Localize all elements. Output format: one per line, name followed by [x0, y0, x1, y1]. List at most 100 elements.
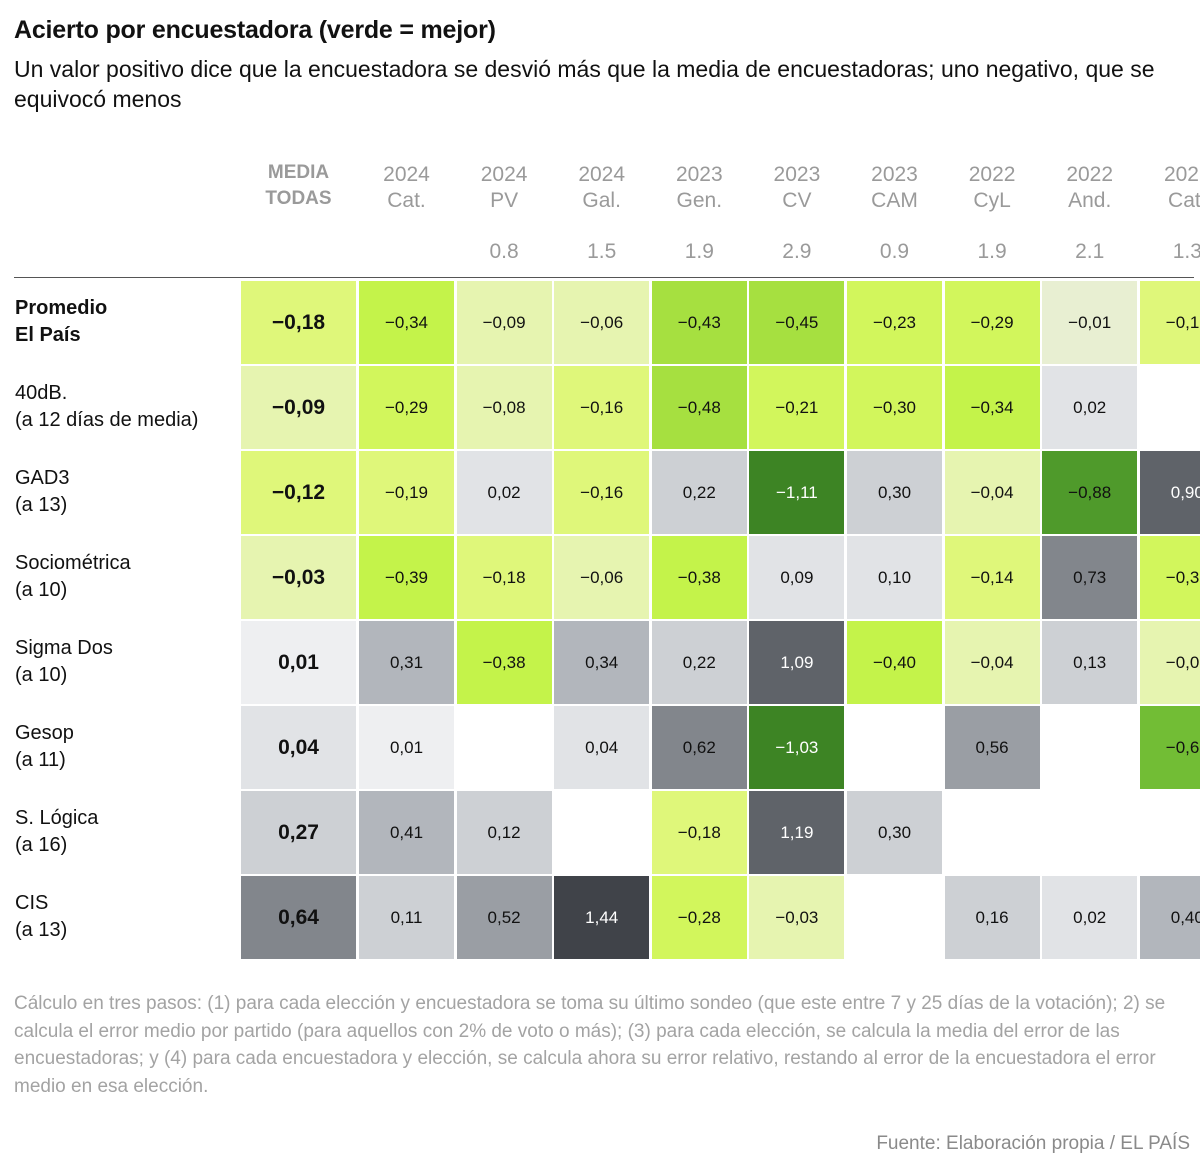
heatmap-cell: 0,30	[847, 791, 942, 874]
heatmap-cell: −0,40	[847, 621, 942, 704]
row-label-line: Sociométrica	[15, 552, 131, 574]
row-label: CIS (a 13)	[15, 890, 67, 944]
heatmap-cell: 0,52	[456, 876, 552, 959]
column-reference-error: 0.9	[879, 240, 910, 263]
column-header: 2022 CyL	[945, 162, 1040, 214]
media-cell: −0,12	[241, 451, 356, 534]
heatmap-cell: −0,38	[651, 536, 747, 619]
heatmap-cell: −0,28	[651, 876, 747, 959]
column-reference-error: 1.5	[587, 240, 617, 263]
column-header: 2023 CAM	[847, 162, 942, 214]
methodology-note: Cálculo en tres pasos: (1) para cada ele…	[14, 993, 1166, 1097]
media-header-line: MEDIA	[267, 162, 330, 183]
media-cell: 0,04	[241, 706, 356, 789]
row-label-line: (a 12 días de media)	[15, 409, 199, 431]
header-divider	[14, 277, 1194, 278]
row-label: S. Lógica (a 16)	[15, 805, 98, 859]
heatmap-cell: −0,45	[749, 281, 845, 364]
column-region: Cat.	[387, 189, 426, 212]
heatmap-cell: −0,18	[651, 791, 747, 874]
row-label-line: (a 16)	[15, 834, 68, 856]
column-region: CyL	[973, 189, 1011, 212]
column-year: 2022	[1163, 163, 1200, 186]
heatmap-cell: 0,01	[359, 706, 454, 789]
column-region: CV	[782, 189, 812, 212]
column-reference-error: 0.8	[489, 240, 519, 263]
row-label-line: Sigma Dos	[15, 637, 113, 659]
heatmap-cell: −0,30	[847, 366, 942, 449]
row-label-line: (a 10)	[15, 579, 68, 601]
heatmap-cell: −0,29	[944, 281, 1040, 364]
heatmap-cell: −0,04	[944, 451, 1040, 534]
heatmap-cell: 0,34	[554, 621, 650, 704]
heatmap-cell: −0,14	[944, 536, 1040, 619]
column-header: 2023 Gen.	[652, 162, 747, 214]
column-reference-error: 2.9	[782, 240, 812, 263]
column-region: Gal.	[582, 189, 621, 212]
heatmap-cell: −0,08	[456, 366, 552, 449]
row-label: GAD3 (a 13)	[15, 465, 69, 519]
heatmap-cell: 0,73	[1042, 536, 1138, 619]
heatmap-cell: −0,06	[1139, 621, 1200, 704]
heatmap-cell: −0,39	[359, 536, 454, 619]
column-year: 2023	[675, 163, 723, 186]
heatmap-cell: −0,03	[749, 876, 845, 959]
heatmap-cell: −0,04	[944, 621, 1040, 704]
column-reference-error: 1.9	[977, 240, 1007, 263]
heatmap-cell: −0,48	[651, 366, 747, 449]
heatmap-cell: 1,44	[554, 876, 650, 959]
column-region: Gen.	[676, 189, 723, 212]
heatmap-cell: 0,13	[1042, 621, 1138, 704]
column-header: 2024 Gal.	[554, 162, 649, 214]
heatmap-cell: 0,02	[456, 451, 552, 534]
source-credit: Fuente: Elaboración propia / EL PAÍS	[876, 1133, 1190, 1154]
row-label: 40dB. (a 12 días de media)	[15, 380, 198, 434]
column-year: 2023	[773, 163, 821, 186]
heatmap-cell: −0,01	[1042, 281, 1138, 364]
heatmap-cell: 0,11	[359, 876, 454, 959]
heatmap-cell: 0,56	[944, 706, 1040, 789]
heatmap-cell: 0,02	[1042, 366, 1138, 449]
column-header: 2024 Cat.	[359, 162, 454, 214]
row-label: Sigma Dos (a 10)	[15, 635, 113, 689]
column-region: And.	[1068, 189, 1112, 212]
media-cell: 0,64	[241, 876, 356, 959]
column-header: 2022 Cat.	[1140, 162, 1200, 214]
row-label-line: CIS	[15, 892, 49, 914]
row-label-line: Gesop	[15, 722, 74, 744]
heatmap-cell: 0,40	[1139, 876, 1200, 959]
column-region: Cat.	[1168, 189, 1200, 212]
heatmap-cell: −0,21	[749, 366, 845, 449]
heatmap-cell: −0,38	[456, 621, 552, 704]
heatmap-cell: 0,12	[456, 791, 552, 874]
heatmap-cell: −0,19	[359, 451, 454, 534]
heatmap-cell: 0,41	[359, 791, 454, 874]
heatmap-cell: −0,12	[1139, 281, 1200, 364]
heatmap-cell: 0,30	[847, 451, 942, 534]
heatmap-cell: −1,03	[749, 706, 845, 789]
column-year: 2024	[578, 163, 626, 186]
media-header: MEDIA TODAS	[241, 160, 356, 212]
column-header: 2022 And.	[1042, 162, 1137, 214]
heatmap-cell: −0,16	[554, 366, 650, 449]
column-year: 2024	[480, 163, 528, 186]
media-cell: −0,18	[241, 281, 356, 364]
heatmap-cell: 0,22	[651, 451, 747, 534]
heatmap-cell: 0,22	[651, 621, 747, 704]
column-year: 2024	[383, 163, 430, 186]
column-region: CAM	[871, 189, 918, 212]
row-label-line: GAD3	[15, 467, 70, 489]
heatmap-cell: −0,23	[847, 281, 942, 364]
heatmap-cell: −0,09	[456, 281, 552, 364]
heatmap-cell: 1,09	[749, 621, 845, 704]
row-label-line: 40dB.	[15, 382, 68, 404]
heatmap-cell: −0,29	[359, 366, 454, 449]
column-year: 2023	[871, 163, 918, 186]
media-cell: −0,03	[241, 536, 356, 619]
column-reference-error: 2.1	[1075, 240, 1105, 263]
column-header: 2024 PV	[457, 162, 552, 214]
heatmap-cell: 0,02	[1042, 876, 1138, 959]
heatmap-cell: 0,09	[749, 536, 845, 619]
column-header: 2023 CV	[749, 162, 844, 214]
row-label: Promedio El País	[15, 295, 107, 349]
